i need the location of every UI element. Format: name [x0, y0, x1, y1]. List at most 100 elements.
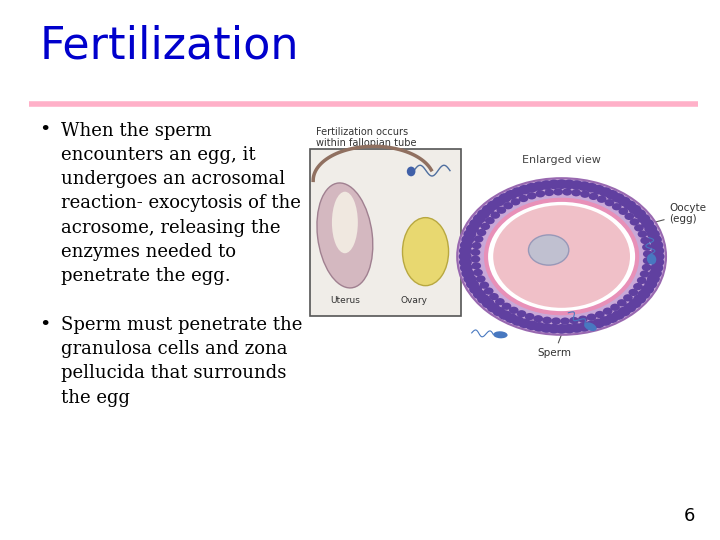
Circle shape [644, 279, 657, 289]
Circle shape [527, 192, 536, 199]
Circle shape [472, 262, 481, 269]
Circle shape [497, 206, 506, 214]
Circle shape [487, 200, 500, 210]
Circle shape [606, 313, 618, 323]
Circle shape [647, 230, 660, 239]
Text: Oocyte
(egg): Oocyte (egg) [602, 202, 706, 236]
Circle shape [644, 224, 657, 234]
Ellipse shape [584, 322, 597, 331]
Circle shape [553, 188, 563, 195]
Circle shape [492, 197, 505, 206]
Circle shape [533, 322, 546, 332]
Circle shape [474, 235, 483, 242]
Circle shape [547, 179, 560, 189]
Circle shape [528, 235, 569, 265]
Circle shape [592, 319, 605, 328]
Circle shape [459, 258, 472, 267]
Circle shape [490, 212, 500, 219]
Circle shape [471, 249, 480, 256]
Circle shape [472, 242, 482, 249]
Text: Fertilization occurs
within fallopian tube: Fertilization occurs within fallopian tu… [316, 127, 417, 148]
Circle shape [629, 205, 642, 214]
Circle shape [480, 223, 490, 230]
Text: Enlarged view: Enlarged view [522, 154, 601, 165]
Circle shape [597, 195, 606, 203]
Circle shape [629, 289, 638, 296]
Circle shape [473, 269, 483, 276]
Circle shape [471, 255, 480, 263]
Circle shape [485, 217, 495, 224]
Circle shape [649, 235, 662, 245]
Circle shape [589, 193, 598, 200]
Circle shape [642, 244, 652, 251]
Circle shape [652, 246, 665, 255]
Circle shape [624, 213, 634, 220]
Circle shape [570, 323, 583, 333]
Circle shape [633, 209, 646, 219]
Circle shape [606, 190, 618, 200]
Circle shape [462, 268, 474, 278]
Circle shape [487, 303, 500, 313]
Circle shape [534, 315, 543, 322]
Circle shape [482, 299, 495, 308]
Circle shape [610, 303, 620, 311]
Circle shape [612, 193, 625, 203]
Circle shape [624, 200, 636, 210]
Circle shape [505, 313, 518, 323]
Circle shape [633, 294, 646, 304]
Circle shape [652, 258, 665, 267]
Circle shape [505, 190, 518, 200]
Circle shape [612, 203, 621, 211]
Circle shape [638, 231, 647, 238]
Circle shape [617, 299, 626, 307]
Circle shape [510, 198, 521, 205]
Circle shape [650, 263, 663, 273]
Circle shape [503, 202, 513, 210]
Text: •: • [40, 122, 51, 139]
Circle shape [624, 303, 636, 313]
Circle shape [649, 268, 662, 278]
Circle shape [641, 219, 654, 228]
Circle shape [469, 285, 482, 294]
Circle shape [518, 195, 528, 202]
Circle shape [492, 307, 505, 316]
Circle shape [502, 302, 511, 310]
Circle shape [563, 179, 576, 189]
Circle shape [641, 285, 654, 294]
Circle shape [466, 279, 479, 289]
Circle shape [618, 307, 631, 316]
Circle shape [634, 224, 644, 232]
Circle shape [642, 264, 652, 271]
Circle shape [469, 219, 482, 228]
Circle shape [518, 319, 531, 328]
Circle shape [482, 205, 495, 214]
Circle shape [477, 229, 486, 236]
Text: 6: 6 [683, 507, 695, 525]
Circle shape [498, 193, 511, 203]
Circle shape [526, 183, 539, 193]
Circle shape [477, 209, 490, 219]
Circle shape [640, 271, 649, 278]
Text: When the sperm
encounters an egg, it
undergoes an acrosomal
reaction- exocytosis: When the sperm encounters an egg, it und… [61, 122, 301, 285]
Circle shape [511, 316, 524, 326]
Text: Sperm must penetrate the
granulosa cells and zona
pellucida that surrounds
the e: Sperm must penetrate the granulosa cells… [61, 316, 302, 407]
Text: Ovary: Ovary [400, 296, 428, 305]
Circle shape [476, 275, 485, 282]
Circle shape [484, 287, 493, 295]
Circle shape [599, 316, 612, 326]
Circle shape [585, 320, 598, 330]
Circle shape [457, 178, 666, 335]
Circle shape [577, 181, 590, 191]
Circle shape [618, 208, 629, 215]
Circle shape [637, 214, 650, 224]
Circle shape [498, 310, 511, 320]
Circle shape [577, 322, 590, 332]
Circle shape [560, 318, 570, 325]
Ellipse shape [647, 254, 657, 265]
Circle shape [459, 252, 472, 261]
Circle shape [563, 324, 576, 334]
Ellipse shape [407, 166, 415, 176]
Text: Uterus: Uterus [330, 296, 360, 305]
Circle shape [650, 240, 663, 250]
Circle shape [605, 199, 614, 206]
